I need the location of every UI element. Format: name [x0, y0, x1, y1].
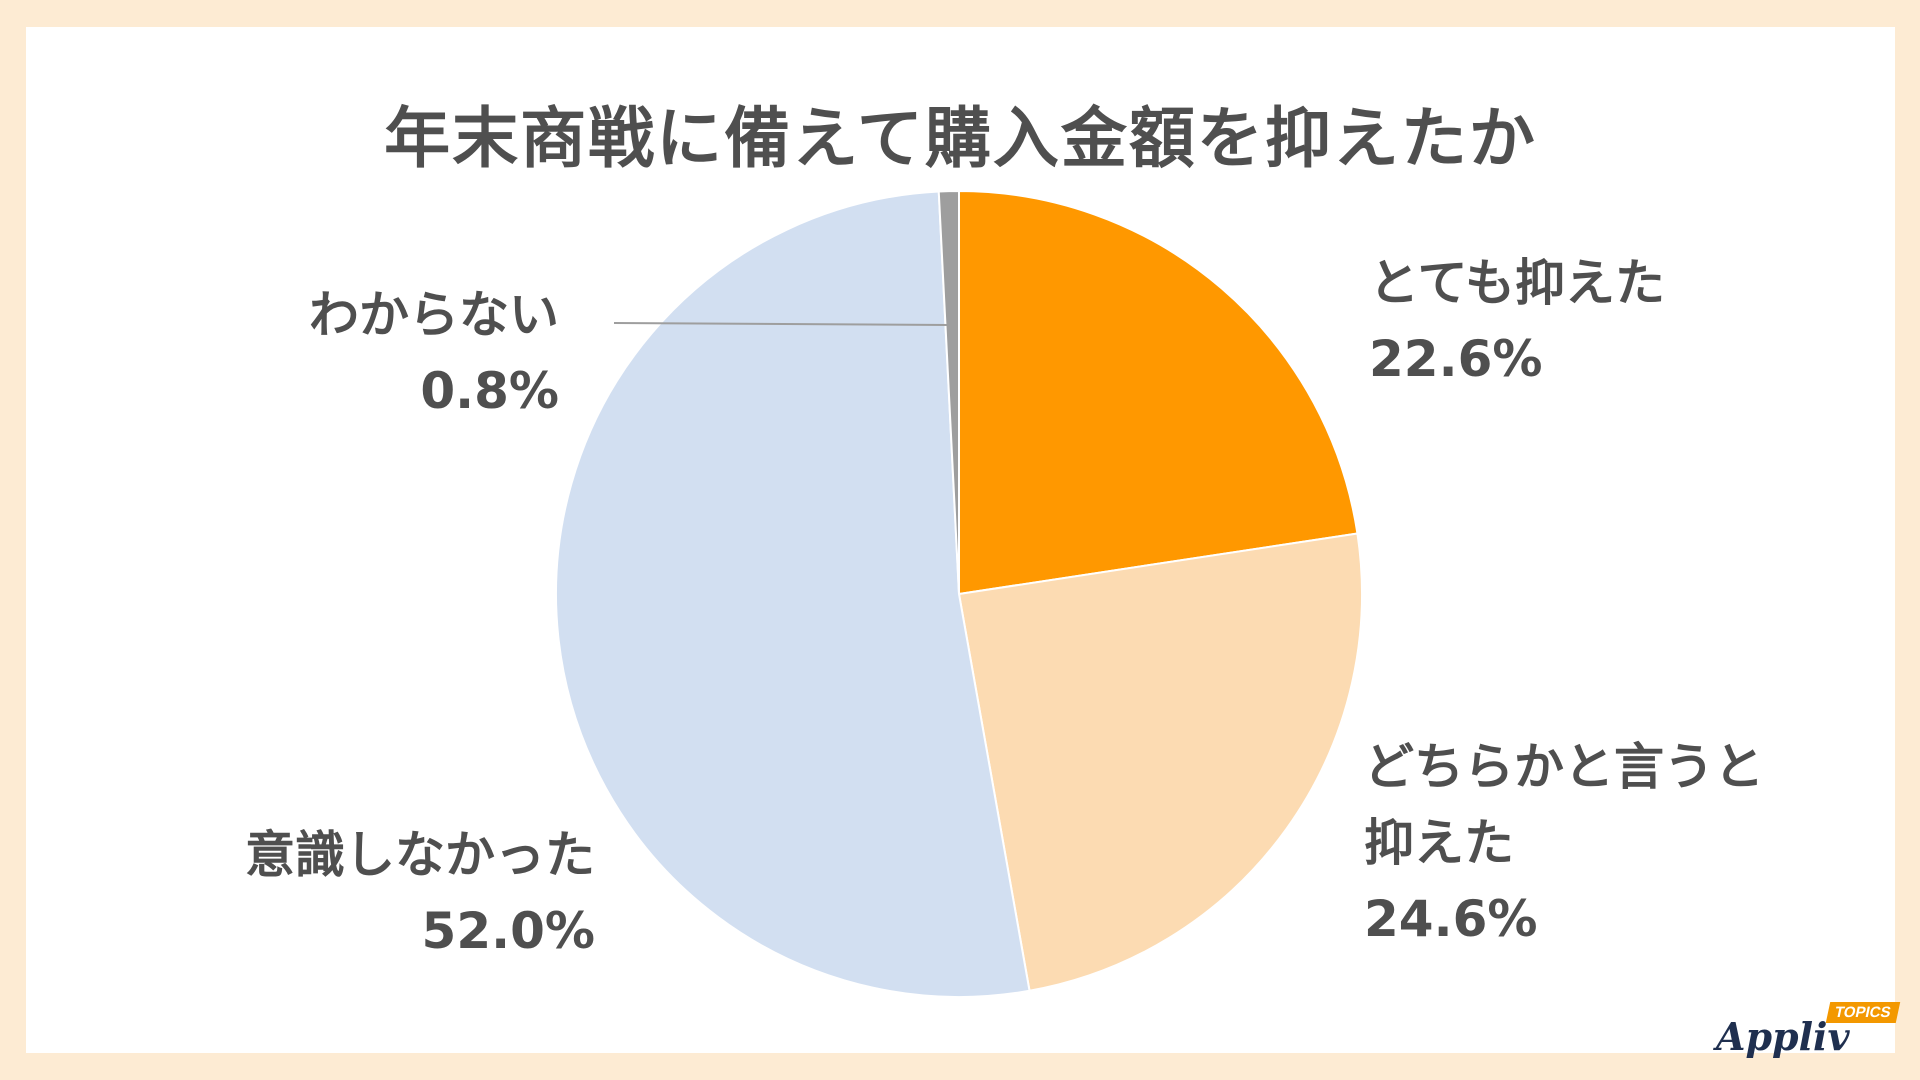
logo-tag: TOPICS: [1825, 1002, 1900, 1023]
label-ishiki: 意識しなかった 52.0%: [245, 817, 595, 969]
label-value: 0.8%: [420, 362, 559, 420]
chart-card: 年末商戦に備えて購入金額を抑えたか とても抑えた 22.6% どちらかと言うと …: [26, 27, 1900, 1059]
label-text: とても抑えた: [1369, 254, 1665, 312]
appliv-logo: Appliv TOPICS: [1716, 1002, 1901, 1062]
label-totemo: とても抑えた 22.6%: [1369, 245, 1665, 397]
label-text: 意識しなかった: [245, 826, 595, 884]
chart-title: 年末商戦に備えて購入金額を抑えたか: [384, 100, 1537, 177]
label-value: 22.6%: [1369, 330, 1543, 388]
label-value: 52.0%: [421, 902, 595, 960]
slice-dochiraka: [957, 532, 1363, 992]
slice-totemo: [958, 189, 1359, 596]
leader-line-wakaranai: [613, 322, 950, 326]
label-text: どちらかと言うと: [1364, 738, 1764, 796]
label-dochiraka: どちらかと言うと 抑えた 24.6%: [1364, 729, 1764, 957]
label-value: 24.6%: [1364, 890, 1538, 948]
slice-wakaranai: [937, 189, 960, 595]
pie-chart: [555, 189, 1363, 998]
label-wakaranai: わからない 0.8%: [309, 277, 559, 429]
label-text: 抑えた: [1364, 814, 1514, 872]
slice-ishiki: [555, 190, 1031, 998]
label-text: わからない: [309, 286, 559, 344]
